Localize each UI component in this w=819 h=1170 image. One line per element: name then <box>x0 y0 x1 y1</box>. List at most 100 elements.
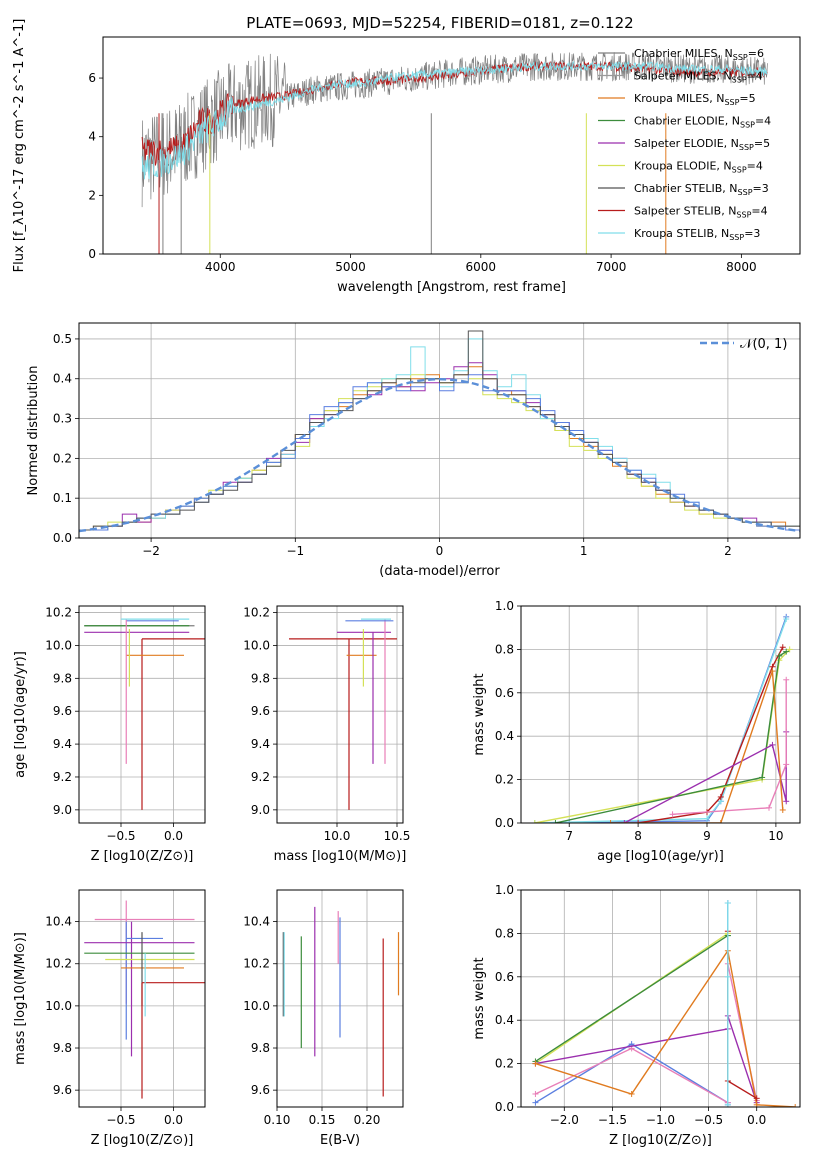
x-tick-label: −0.5 <box>694 1113 723 1127</box>
y-tick-label: 9.4 <box>251 737 270 751</box>
panel-age_vs_Z: −0.5 0.0 9.0 9.2 9.4 9.6 9.8 10.0 10.2 Z [log10(Z… <box>13 605 206 864</box>
plot-area <box>282 906 400 1097</box>
x-axis-label: mass [log10(M/M⊙)] <box>274 849 407 864</box>
legend-subscript: SSP <box>732 76 747 85</box>
y-tick-label: 0.6 <box>495 686 514 700</box>
y-tick-label: 9.6 <box>53 704 72 718</box>
plus-marker <box>783 616 790 623</box>
legend-label-rest: =5 <box>754 137 770 150</box>
legend-label-rest: =4 <box>755 115 771 128</box>
plot-area <box>79 330 800 538</box>
plot-area <box>289 618 397 810</box>
plus-marker <box>552 820 559 823</box>
y-tick-label: 0.6 <box>495 970 514 984</box>
plus-marker <box>783 648 790 655</box>
gaussian-curve <box>79 377 800 533</box>
mass-weight-series <box>535 1015 758 1103</box>
x-tick-label: −1.5 <box>598 1113 627 1127</box>
y-tick-label: 9.4 <box>53 737 72 751</box>
legend-label-rest: =4 <box>751 205 767 218</box>
panel-age_vs_mass: 10.0 10.5 9.0 9.2 9.4 9.6 9.8 10.0 10.2 mass [log… <box>243 605 411 864</box>
legend: Chabrier MILES, NSSP=6 Salpeter MILES, NS… <box>598 47 771 242</box>
legend: 𝒩(0, 1) <box>700 337 787 352</box>
y-axis-label: Normed distribution <box>26 366 41 496</box>
y-tick-label: 10.0 <box>45 999 72 1013</box>
legend-subscript: SSP <box>733 53 748 62</box>
y-tick-label: 0.0 <box>495 816 514 830</box>
x-axis-label: Z [log10(Z/Z⊙)] <box>609 1133 712 1148</box>
plot-area <box>141 52 768 254</box>
legend-label: Chabrier ELODIE, NSSP=4 <box>634 115 771 130</box>
y-tick-label: 1.0 <box>495 883 514 897</box>
x-axis-label: Z [log10(Z/Z⊙)] <box>91 1133 194 1148</box>
spectrum-series <box>141 60 768 180</box>
x-tick-label: 4000 <box>205 260 236 274</box>
x-tick-label: 1 <box>580 544 588 558</box>
axes-frame <box>78 605 206 824</box>
mass-weight-series <box>555 651 787 823</box>
x-tick-label: 8 <box>634 829 642 843</box>
x-tick-label: 0.0 <box>747 1113 766 1127</box>
axes-frame <box>520 889 801 1108</box>
plus-marker <box>783 798 790 805</box>
plot-area <box>84 618 205 810</box>
plus-marker <box>759 774 766 781</box>
legend-subscript: SSP <box>736 211 751 220</box>
mass-weight-series <box>637 646 784 823</box>
y-axis-label: mass weight <box>472 673 487 755</box>
y-tick-label: 0.8 <box>495 642 514 656</box>
x-tick-label: 10.5 <box>384 829 411 843</box>
plot-area <box>532 900 799 1107</box>
y-tick-label: 0.5 <box>53 332 72 346</box>
plus-marker <box>532 1099 539 1106</box>
panel-mass_vs_Z: −0.5 0.0 9.6 9.8 10.0 10.2 10.4 Z [log10(Z/Z⊙)]… <box>13 889 206 1148</box>
x-tick-label: 8000 <box>726 260 757 274</box>
y-tick-label: 10.0 <box>243 638 270 652</box>
x-tick-label: 6000 <box>466 260 497 274</box>
x-tick-label: −1.0 <box>646 1113 675 1127</box>
plus-marker <box>779 644 786 651</box>
y-tick-label: 10.2 <box>45 606 72 620</box>
errorbar-point <box>141 638 205 810</box>
legend-subscript: SSP <box>740 121 755 130</box>
legend-subscript: SSP <box>732 166 747 175</box>
plus-marker <box>621 820 628 823</box>
mass-weight-series <box>535 948 796 1107</box>
y-tick-label: 1.0 <box>495 599 514 613</box>
x-axis-label: wavelength [Angstrom, rest frame] <box>337 280 566 295</box>
y-tick-label: 0.8 <box>495 926 514 940</box>
plus-marker <box>669 811 676 818</box>
x-tick-label: −2 <box>142 544 160 558</box>
x-tick-label: 0 <box>436 544 444 558</box>
y-tick-label: 9.6 <box>53 1083 72 1097</box>
legend-label-rest: =4 <box>747 70 763 83</box>
axes-frame <box>276 605 404 824</box>
x-tick-label: 7 <box>565 829 573 843</box>
y-tick-label: 0.0 <box>495 1100 514 1114</box>
axes-frame <box>520 605 801 824</box>
x-tick-label: 0.0 <box>164 829 183 843</box>
x-tick-label: 0.15 <box>309 1113 336 1127</box>
y-tick-label: 9.0 <box>251 803 270 817</box>
panel-spectrum: 4000 5000 6000 7000 8000 0 2 4 6 Chabrier MILES, … <box>12 19 801 295</box>
plus-marker <box>532 1060 539 1067</box>
plus-marker <box>724 973 731 980</box>
x-tick-label: 10.0 <box>324 829 351 843</box>
legend-label-rest: =4 <box>747 160 763 173</box>
y-axis-label: Flux [f_λ10^-17 erg cm^-2 s^-1 A^-1] <box>12 19 27 273</box>
y-tick-label: 0.2 <box>495 773 514 787</box>
legend-label: Salpeter STELIB, NSSP=4 <box>634 205 768 220</box>
y-tick-label: 9.8 <box>53 671 72 685</box>
plus-marker <box>566 820 573 823</box>
panel-residuals: −2 −1 0 1 2 0.0 0.1 0.2 0.3 0.4 0.5 𝒩(0, 1) (data-mo… <box>26 322 801 579</box>
legend-label: 𝒩(0, 1) <box>740 337 787 352</box>
mass-weight-series <box>672 679 787 815</box>
plus-marker <box>776 652 783 659</box>
y-tick-label: 0.0 <box>53 531 72 545</box>
legend-label: Kroupa ELODIE, NSSP=4 <box>634 160 763 175</box>
legend-label: Chabrier MILES, NSSP=6 <box>634 47 764 62</box>
plus-marker <box>628 1090 635 1097</box>
y-tick-label: 6 <box>88 71 96 85</box>
legend-subscript: SSP <box>738 188 753 197</box>
y-tick-label: 4 <box>88 130 96 144</box>
